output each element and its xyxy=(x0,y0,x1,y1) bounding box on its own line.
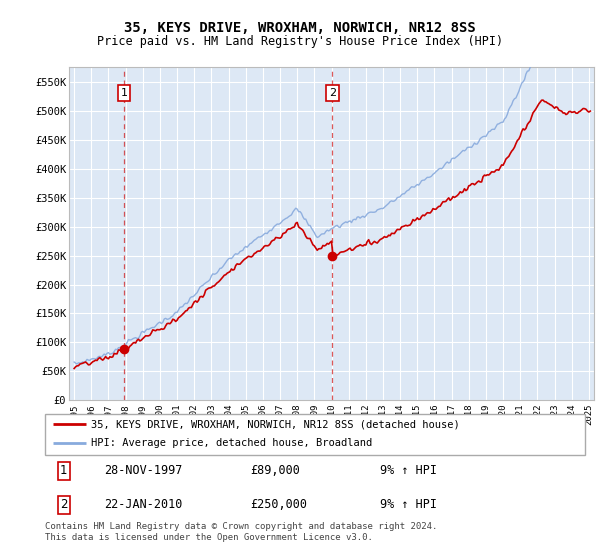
Text: Price paid vs. HM Land Registry's House Price Index (HPI): Price paid vs. HM Land Registry's House … xyxy=(97,35,503,48)
Text: 28-NOV-1997: 28-NOV-1997 xyxy=(104,464,183,477)
Text: HPI: Average price, detached house, Broadland: HPI: Average price, detached house, Broa… xyxy=(91,438,372,449)
Text: 35, KEYS DRIVE, WROXHAM, NORWICH, NR12 8SS (detached house): 35, KEYS DRIVE, WROXHAM, NORWICH, NR12 8… xyxy=(91,419,460,430)
FancyBboxPatch shape xyxy=(45,414,585,455)
Text: 22-JAN-2010: 22-JAN-2010 xyxy=(104,498,183,511)
Text: 35, KEYS DRIVE, WROXHAM, NORWICH, NR12 8SS: 35, KEYS DRIVE, WROXHAM, NORWICH, NR12 8… xyxy=(124,21,476,35)
Text: 9% ↑ HPI: 9% ↑ HPI xyxy=(380,464,437,477)
Text: This data is licensed under the Open Government Licence v3.0.: This data is licensed under the Open Gov… xyxy=(45,533,373,542)
Text: 1: 1 xyxy=(121,88,128,98)
Text: 1: 1 xyxy=(60,464,68,477)
Text: £250,000: £250,000 xyxy=(250,498,307,511)
Text: 9% ↑ HPI: 9% ↑ HPI xyxy=(380,498,437,511)
Text: 2: 2 xyxy=(60,498,68,511)
Text: 2: 2 xyxy=(329,88,336,98)
Text: £89,000: £89,000 xyxy=(250,464,300,477)
Text: Contains HM Land Registry data © Crown copyright and database right 2024.: Contains HM Land Registry data © Crown c… xyxy=(45,522,437,531)
